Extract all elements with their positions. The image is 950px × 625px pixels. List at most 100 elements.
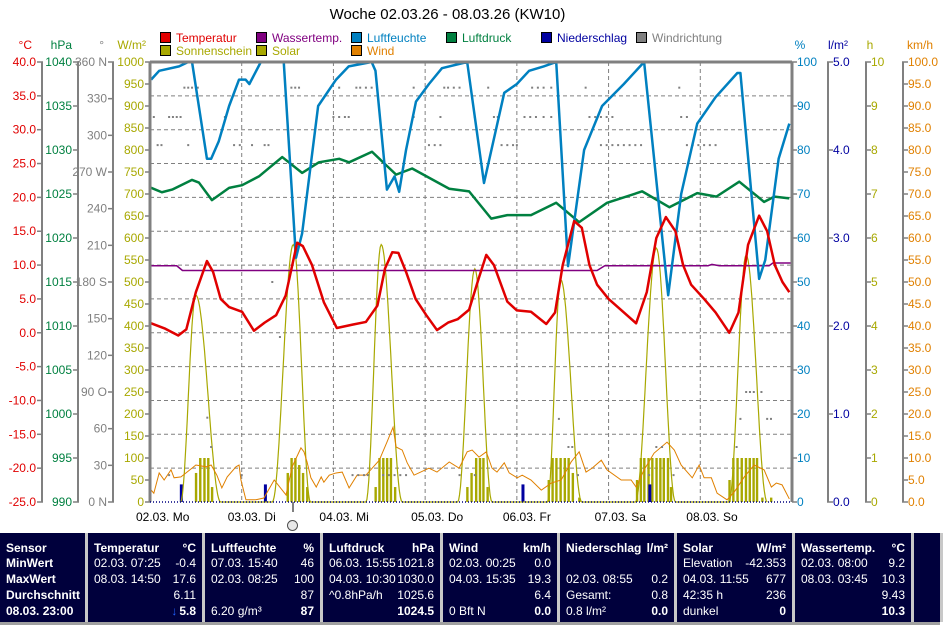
sunshine-bar [728, 480, 731, 502]
sunshine-bar [769, 497, 773, 502]
sunshine-bar [659, 458, 662, 502]
axis-tick-label: 25.0 [908, 385, 932, 399]
column-header: Luftdruck [329, 541, 385, 555]
axis-tick-label: 300 [124, 363, 144, 377]
axis-tick-label: 150 [124, 429, 144, 443]
sunshine-bar [199, 458, 202, 502]
stat-row: 08.03. 03:45 10.3 [801, 572, 905, 587]
sunshine-bar [306, 487, 309, 502]
wind-direction-point [634, 144, 637, 147]
current-time-marker-icon[interactable] [287, 520, 298, 531]
stat-value: 677 [765, 572, 786, 586]
sunshine-bar [551, 458, 554, 502]
axis-tick-label: 8 [871, 143, 878, 157]
legend-item-solar[interactable]: Solar [256, 45, 300, 58]
wind-direction-point [271, 281, 274, 283]
sunshine-bar [655, 458, 658, 502]
legend-item-water-temp[interactable]: Wassertemp. [256, 32, 342, 45]
axis-unit-label: h [867, 38, 874, 52]
stat-label: 04.03. 15:35 [449, 572, 516, 586]
column-unit: °C [182, 541, 196, 555]
axis-tick-label: 55.0 [908, 253, 932, 267]
row-label-average: Durchschnitt [6, 588, 81, 602]
axis-tick-label: 60 [94, 422, 108, 436]
sunshine-bar [470, 472, 473, 502]
axis-unit-label: °C [19, 38, 33, 52]
column-unit: % [303, 541, 314, 555]
legend-swatch [256, 32, 267, 43]
legend-swatch [351, 32, 362, 43]
stat-label: 06.03. 15:55 [329, 556, 396, 570]
stat-value: 17.6 [172, 572, 196, 586]
axis-tick-label: 3 [871, 363, 878, 377]
axis-tick-label: 0 [137, 495, 144, 509]
legend-item-humidity[interactable]: Luftfeuchte [351, 32, 426, 45]
axis-tick-label: 15.0 [13, 224, 37, 238]
sunshine-bar [203, 458, 206, 502]
legend-item-sunshine[interactable]: Sonnenschein [160, 45, 252, 58]
axis-unit-label: ° [99, 38, 104, 52]
legend-label: Niederschlag [557, 31, 628, 45]
wind-direction-point [251, 144, 254, 147]
stat-value: 19.3 [527, 572, 551, 586]
wind-direction-point [571, 446, 574, 448]
precipitation-bars [179, 484, 652, 502]
wind-direction-point [685, 144, 688, 147]
legend-item-pressure[interactable]: Luftdruck [446, 32, 511, 45]
stat-row: 02.03. 08:55 0.2 [566, 572, 668, 587]
wind-direction-point [290, 86, 293, 89]
stat-label: 02.03. 00:25 [449, 556, 516, 570]
stat-row: 07.03. 15:40 46 [211, 556, 314, 571]
legend-item-wind[interactable]: Wind [351, 45, 394, 58]
sunshine-bar [374, 487, 377, 502]
wind-direction-point [171, 116, 174, 118]
axis-tick-label: 1030 [45, 143, 72, 157]
stat-value: 0.0 [534, 556, 551, 570]
stat-row: Gesamt: 0.8 [566, 588, 668, 603]
legend-label: Wassertemp. [272, 31, 343, 45]
axis-tick-label: 30 [797, 363, 811, 377]
axis-tick-label: 1015 [45, 275, 72, 289]
wind-direction-point [605, 144, 608, 147]
legend-item-precipitation[interactable]: Niederschlag [541, 32, 627, 45]
wind-direction-point [433, 144, 436, 147]
sunshine-bar [571, 472, 575, 502]
wind-direction-point [735, 446, 738, 448]
precipitation-bar [521, 484, 525, 502]
wind-direction-point [752, 391, 755, 393]
stat-label: 04.03. 11:55 [683, 572, 749, 586]
axis-tick-label: 85.0 [908, 121, 932, 135]
sunshine-bar [563, 458, 567, 502]
stat-row: 9.43 [801, 588, 905, 603]
sunshine-bar [294, 458, 297, 502]
x-axis-label: 05.03. Do [411, 510, 463, 524]
axis-tick-label: 800 [124, 143, 144, 157]
legend-item-temperature[interactable]: Temperatur [160, 32, 237, 45]
axis-tick-label: 330 [87, 92, 107, 106]
axis-tick-label: 250 [124, 385, 144, 399]
sunshine-bar [567, 458, 570, 502]
legend-label: Wind [367, 44, 395, 58]
row-label-max: MaxWert [6, 572, 56, 586]
wind-direction-point [338, 116, 341, 118]
wind-direction-point [557, 417, 560, 420]
axis-tick-label: 30 [94, 458, 108, 472]
axis-tick-label: 950 [124, 77, 144, 91]
wind-direction-point [210, 446, 213, 448]
wind-direction-point [298, 86, 301, 89]
wind-direction-point [355, 86, 358, 89]
wind-direction-point [506, 144, 509, 147]
axis-tick-label: 5.0 [833, 55, 850, 69]
stats-column-water-temp: Wassertemp. °C 02.03. 08:00 9.2 08.03. 03:45… [795, 533, 914, 622]
stat-label: 02.03. 08:55 [566, 572, 633, 586]
axis-tick-label: 20 [797, 407, 811, 421]
legend-item-wind-direction[interactable]: Windrichtung [636, 32, 722, 45]
stat-label: dunkel [683, 604, 719, 618]
wind-direction-point [370, 86, 373, 89]
axis-tick-label: 100.0 [908, 55, 938, 69]
sunshine-bar [207, 458, 210, 502]
axis-tick-label: 40.0 [13, 55, 37, 69]
wind-direction-point [364, 86, 367, 89]
wind-direction-point [443, 86, 446, 89]
